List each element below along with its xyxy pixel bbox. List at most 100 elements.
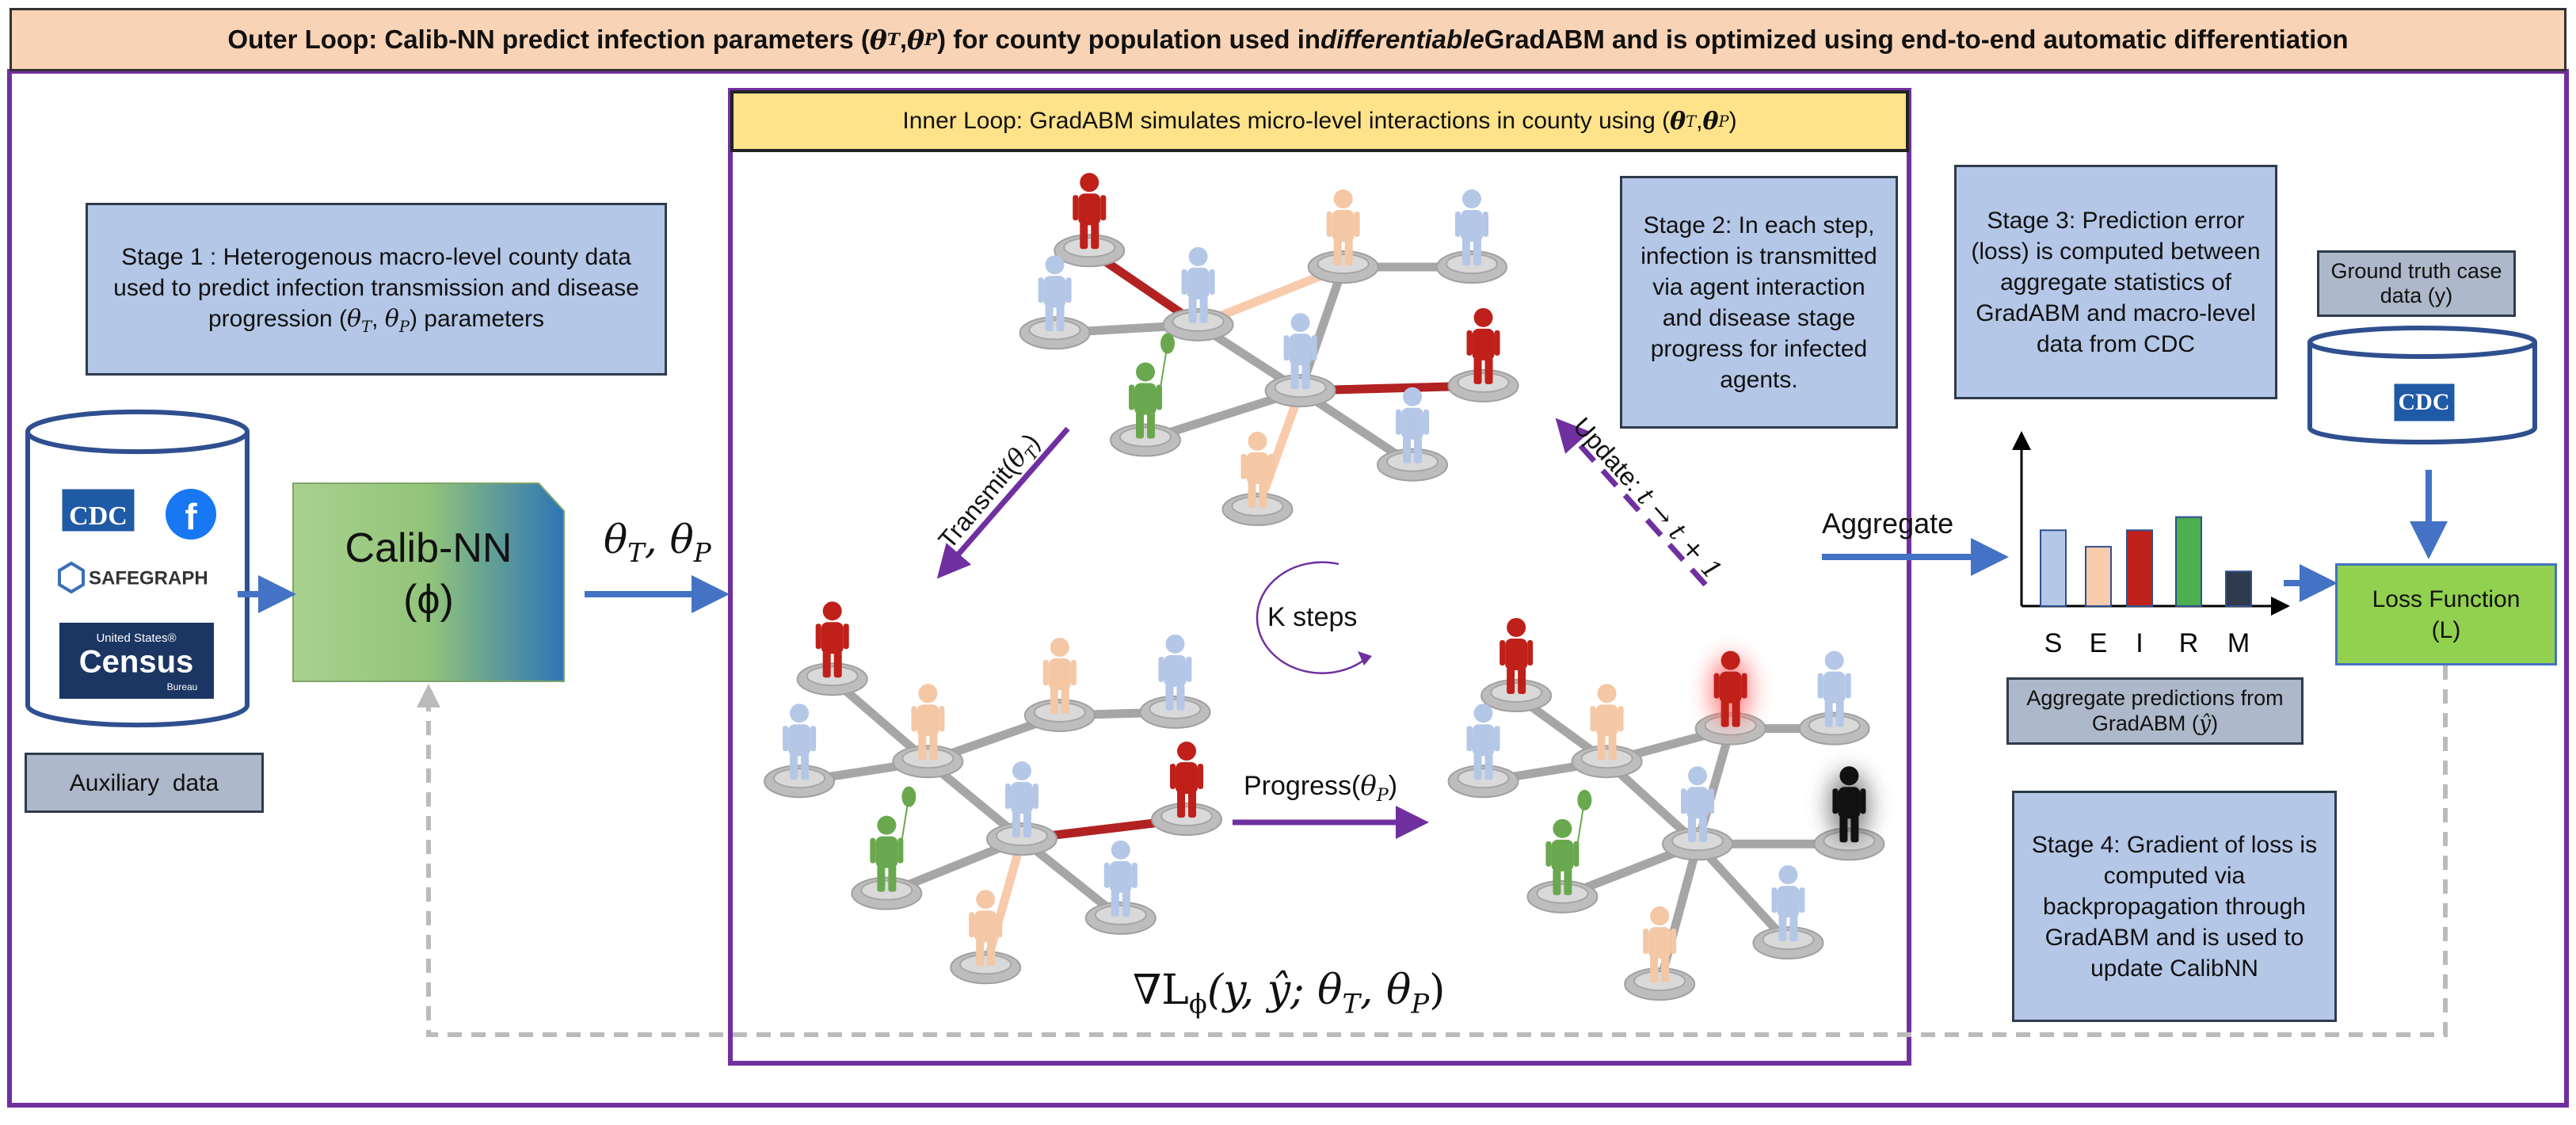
agent-leg: [1473, 238, 1481, 266]
agent-arm: [1466, 330, 1473, 356]
gradient-formula: ∇Lϕ(y, ŷ; θT, θP): [1133, 967, 1446, 1020]
agent: [1454, 189, 1488, 266]
agent-pad-top: [959, 954, 1012, 975]
agent-leg: [1188, 296, 1197, 323]
census-logo-bottom: Bureau: [167, 681, 198, 692]
agent-arm: [1354, 212, 1360, 238]
agent-arm: [1268, 453, 1275, 479]
agent: [870, 786, 916, 892]
agent-leg: [1835, 700, 1844, 727]
agent-leg: [1199, 296, 1208, 323]
agent-arm: [1618, 706, 1624, 732]
agent: [1004, 761, 1038, 838]
agent-body: [1109, 860, 1132, 893]
calib-nn-block: [292, 482, 565, 682]
agent-body: [916, 704, 939, 737]
agent-arm: [1311, 335, 1317, 361]
cdc-logo-text: CDC: [69, 501, 128, 531]
agent: [1545, 789, 1592, 895]
agent-pad-top: [1149, 698, 1202, 719]
agent-arm: [1494, 726, 1500, 752]
agent-arm: [1741, 673, 1747, 699]
stage1-box: Stage 1 : Heterogenous macro-level count…: [86, 203, 667, 376]
agent: [783, 704, 817, 780]
k-steps-label: K steps: [1267, 602, 1358, 632]
agent-body: [1648, 927, 1671, 959]
loss-function-box: Loss Function (L): [2335, 563, 2557, 665]
agent-leg: [1597, 733, 1606, 761]
agent: [815, 601, 849, 678]
agent-head: [1597, 684, 1617, 704]
agent: [1073, 173, 1107, 250]
agent-arm: [1817, 673, 1823, 699]
agent-head: [1403, 387, 1423, 406]
agent-arm: [1545, 841, 1552, 867]
agent-head: [1111, 840, 1130, 860]
agent-leg: [1484, 753, 1493, 780]
agent-arm: [1157, 384, 1163, 410]
agent-head: [1721, 650, 1740, 670]
agent-pad-top: [1274, 377, 1327, 399]
agent-head: [1650, 906, 1670, 926]
agent-arm: [1042, 659, 1049, 685]
agent-leg: [1507, 667, 1515, 695]
agent-arm: [1454, 212, 1461, 238]
agent-body: [974, 910, 997, 943]
agent-leg: [1518, 667, 1526, 695]
agent-leg: [1111, 889, 1119, 917]
agent-leg: [801, 753, 810, 780]
agent-arm: [1170, 764, 1176, 790]
census-logo-text: Census: [79, 645, 194, 680]
agent: [1499, 618, 1534, 695]
agent-pad-top: [1033, 701, 1086, 723]
bar-category-label: R: [2179, 628, 2199, 658]
agent-head: [1553, 818, 1572, 838]
agent-leg: [1473, 753, 1482, 780]
agent: [1103, 840, 1137, 917]
agent-pad-top: [1028, 319, 1081, 341]
agent: [911, 684, 945, 761]
agent-pad-top: [1231, 495, 1284, 517]
agent-arm: [815, 624, 821, 650]
agent: [1158, 634, 1192, 711]
agent: [1713, 650, 1747, 727]
agent-arm: [1396, 409, 1402, 435]
agent-arm: [1681, 788, 1687, 814]
agent: [1832, 766, 1866, 843]
bar: [2175, 516, 2202, 607]
agent-body: [1472, 724, 1495, 757]
agent-leg: [1176, 683, 1185, 711]
update-arrow: [1555, 418, 1708, 587]
agent-arm: [1065, 277, 1072, 303]
agent-arm: [1100, 195, 1107, 221]
facebook-logo-text: f: [185, 496, 197, 537]
agent-leg: [1721, 700, 1729, 727]
safegraph-logo-text: SAFEGRAPH: [89, 567, 208, 589]
agent-leg: [1553, 868, 1561, 895]
agent-leg: [1050, 686, 1058, 714]
agent-arm: [996, 912, 1003, 938]
agent-leg: [1290, 362, 1299, 390]
bar-category-label: M: [2227, 628, 2250, 658]
agent: [1771, 865, 1805, 942]
agent-body: [1595, 704, 1618, 737]
agent-leg: [1732, 700, 1740, 727]
agent-arm: [1198, 764, 1204, 790]
stage2-box: Stage 2: In each step, infection is tran…: [1620, 176, 1898, 429]
agent-leg: [1080, 222, 1088, 250]
agent-body: [1246, 452, 1269, 484]
agent-leg: [1023, 810, 1031, 838]
agent-leg: [987, 939, 996, 967]
feedback-arrow: [417, 665, 2448, 1037]
k-steps-loop: [1256, 561, 1368, 674]
agent-head: [1188, 246, 1208, 266]
agent-arm: [1240, 453, 1247, 479]
agent-head: [790, 704, 810, 723]
calib-nn-label: Calib-NN (ϕ): [345, 525, 513, 623]
agent-arm: [1070, 659, 1077, 685]
agent-head: [976, 890, 996, 910]
agent-arm: [1771, 887, 1778, 913]
agent-leg: [1564, 868, 1572, 895]
agent-head: [1839, 766, 1859, 786]
